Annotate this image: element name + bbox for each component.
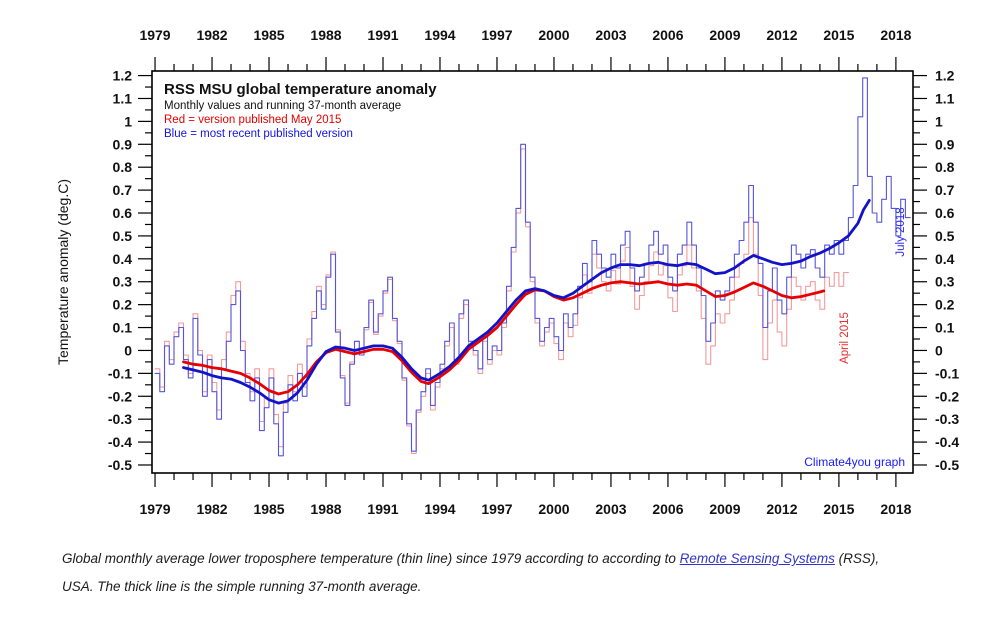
y-tick-label-right: 0.1 — [935, 320, 955, 336]
x-tick-label-top: 1997 — [481, 27, 512, 43]
y-tick-label-right: 1.1 — [935, 90, 955, 106]
x-tick-label-bottom: 2000 — [538, 501, 569, 517]
remote-sensing-systems-link[interactable]: Remote Sensing Systems — [679, 551, 835, 566]
x-tick-label-bottom: 1985 — [253, 501, 284, 517]
caption-text-3: USA. The thick line is the simple runnin… — [62, 579, 422, 594]
y-tick-label-left: 0 — [124, 342, 132, 358]
x-tick-label-top: 2009 — [709, 27, 740, 43]
y-tick-label-left: 0.7 — [113, 182, 133, 198]
y-tick-label-right: 0.7 — [935, 182, 955, 198]
x-tick-label-top: 2003 — [595, 27, 626, 43]
y-tick-label-left: 0.8 — [113, 159, 133, 175]
x-tick-label-top: 1979 — [139, 27, 170, 43]
y-tick-label-left: 0.4 — [113, 251, 133, 267]
x-tick-label-bottom: 1988 — [310, 501, 341, 517]
y-tick-label-right: 0 — [935, 342, 943, 358]
y-tick-label-right: -0.2 — [935, 388, 959, 404]
x-tick-label-bottom: 1979 — [139, 501, 170, 517]
y-tick-label-left: -0.3 — [108, 411, 132, 427]
x-tick-label-top: 2006 — [652, 27, 683, 43]
x-tick-label-top: 1988 — [310, 27, 341, 43]
chart-subtitle: Monthly values and running 37-month aver… — [164, 100, 401, 112]
y-tick-label-left: -0.5 — [108, 457, 132, 473]
caption-text-2: (RSS), — [834, 551, 880, 566]
x-tick-label-bottom: 1982 — [196, 501, 227, 517]
temperature-anomaly-chart: 1979 1979 1982 1982 1985 1985 1988 1988 1991 1991… — [55, 27, 959, 517]
x-tick-label-bottom: 1991 — [367, 501, 398, 517]
y-tick-label-right: 0.3 — [935, 274, 955, 290]
watermark-climate4you: Climate4you graph — [804, 455, 905, 469]
series-running-37mo-blue-most-recent — [182, 199, 871, 405]
legend-blue-label: Blue = most recent published version — [164, 128, 353, 140]
y-tick-label-right: 0.5 — [935, 228, 955, 244]
y-tick-label-right: -0.4 — [935, 434, 959, 450]
x-tick-label-top: 2015 — [823, 27, 854, 43]
series-monthly-blue-most-recent — [154, 77, 911, 457]
x-tick-label-bottom: 1997 — [481, 501, 512, 517]
y-tick-label-left: 0.5 — [113, 228, 133, 244]
y-tick-label-left: 0.6 — [113, 205, 133, 221]
x-tick-label-bottom: 2006 — [652, 501, 683, 517]
y-tick-label-left: 0.1 — [113, 320, 133, 336]
y-tick-label-right: 0.4 — [935, 251, 955, 267]
y-tick-label-right: 0.8 — [935, 159, 955, 175]
axes-group: 1979 1979 1982 1982 1985 1985 1988 1988 1991 1991… — [108, 27, 959, 517]
chart-title: RSS MSU global temperature anomaly — [164, 81, 437, 98]
y-tick-label-left: 1.1 — [113, 90, 133, 106]
y-tick-label-right: -0.5 — [935, 457, 959, 473]
y-tick-label-right: -0.3 — [935, 411, 959, 427]
x-tick-label-top: 1994 — [424, 27, 455, 43]
series-group — [154, 77, 911, 457]
y-axis-title: Temperature anomaly (deg.C) — [55, 179, 71, 365]
y-tick-label-right: -0.1 — [935, 365, 959, 381]
x-tick-label-bottom: 2018 — [880, 501, 911, 517]
x-tick-label-bottom: 2009 — [709, 501, 740, 517]
y-tick-label-right: 1 — [935, 113, 943, 129]
x-tick-label-bottom: 2003 — [595, 501, 626, 517]
y-tick-label-left: -0.4 — [108, 434, 132, 450]
series-running-37mo-red-version-may-2015 — [182, 280, 826, 396]
y-tick-label-left: 0.9 — [113, 136, 133, 152]
annotation-july-2018: July 2018 — [895, 207, 907, 256]
y-tick-label-left: -0.2 — [108, 388, 132, 404]
x-tick-label-top: 1991 — [367, 27, 398, 43]
y-tick-label-left: 0.2 — [113, 297, 133, 313]
x-tick-label-top: 1982 — [196, 27, 227, 43]
y-tick-label-left: -0.1 — [108, 365, 132, 381]
x-tick-label-bottom: 1994 — [424, 501, 455, 517]
y-tick-label-right: 0.2 — [935, 297, 955, 313]
x-tick-label-top: 2012 — [766, 27, 797, 43]
x-tick-label-top: 2018 — [880, 27, 911, 43]
y-tick-label-right: 1.2 — [935, 68, 955, 84]
x-tick-label-top: 2000 — [538, 27, 569, 43]
y-tick-label-left: 0.3 — [113, 274, 133, 290]
x-tick-label-bottom: 2012 — [766, 501, 797, 517]
y-tick-label-left: 1.2 — [113, 68, 133, 84]
y-tick-label-left: 1 — [124, 113, 132, 129]
x-tick-label-bottom: 2015 — [823, 501, 854, 517]
annotation-april-2015: April 2015 — [839, 312, 851, 364]
figure-caption: Global monthly average lower troposphere… — [62, 545, 962, 601]
y-tick-label-right: 0.6 — [935, 205, 955, 221]
x-tick-label-top: 1985 — [253, 27, 284, 43]
y-tick-label-right: 0.9 — [935, 136, 955, 152]
legend-red-label: Red = version published May 2015 — [164, 114, 341, 126]
plot-frame — [151, 70, 914, 474]
caption-text-1: Global monthly average lower troposphere… — [62, 551, 680, 566]
